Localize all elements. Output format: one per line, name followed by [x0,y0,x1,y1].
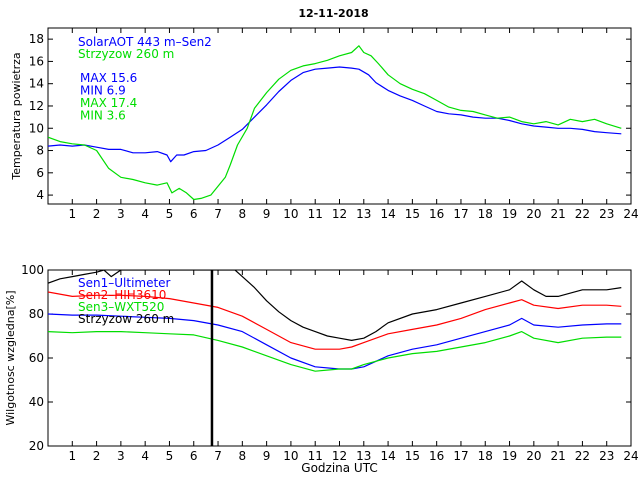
x-tick-label: 10 [283,207,298,221]
x-tick-label: 9 [263,207,271,221]
x-tick-label: 14 [380,207,395,221]
x-tick-label: 22 [575,449,590,463]
x-tick-label: 23 [599,449,614,463]
x-tick-label: 2 [93,449,101,463]
x-tick-label: 15 [405,207,420,221]
y-tick-label: 10 [29,121,44,135]
series-line-sen2-hih3610 [48,291,622,350]
legend-entry: Sen2–HIH3610 [78,288,166,302]
y-tick-label: 8 [36,144,44,158]
x-tick-label: 1 [68,207,76,221]
x-tick-label: 16 [429,207,444,221]
x-tick-label: 8 [239,207,247,221]
y-tick-label: 18 [29,32,44,46]
series-line-solaraot-443-m-sen2 [48,66,622,163]
y-tick-label: 12 [29,99,44,113]
stat-annotation: MIN 6.9 [80,84,126,98]
legend-entry: Sen3–WXT520 [78,300,164,314]
y-tick-label: 14 [29,77,44,91]
x-tick-label: 2 [93,207,101,221]
x-tick-label: 19 [502,449,517,463]
x-tick-label: 23 [599,207,614,221]
series-line-strzyzow-260-m [48,45,622,201]
x-tick-label: 13 [356,207,371,221]
x-tick-label: 4 [141,449,149,463]
stat-annotation: MIN 3.6 [80,109,126,123]
legend-entry: Strzyzow 260 m [78,312,174,326]
y-tick-label: 80 [29,307,44,321]
y-tick-label: 60 [29,351,44,365]
x-tick-label: 24 [623,449,638,463]
x-tick-label: 11 [308,207,323,221]
x-tick-label: 6 [190,207,198,221]
y-tick-label: 6 [36,166,44,180]
series-line-strzyzow-260-m [48,270,622,341]
y-axis-label: Wilgotnosc wzgledna[%] [4,290,17,425]
stat-annotation: MAX 15.6 [80,71,137,85]
y-tick-label: 40 [29,395,44,409]
x-tick-label: 17 [453,449,468,463]
x-tick-label: 3 [117,207,125,221]
x-tick-label: 5 [166,207,174,221]
series-line-sen3-wxt520 [48,331,622,372]
x-tick-label: 22 [575,207,590,221]
series-group [48,270,622,446]
y-axis-label: Temperatura powietrza [10,52,23,180]
legend-entry: Strzyzow 260 m [78,47,174,61]
x-tick-label: 21 [550,207,565,221]
x-tick-label: 15 [405,449,420,463]
x-tick-label: 10 [283,449,298,463]
x-tick-label: 7 [214,207,222,221]
temperature-panel: 1 2 3 4 5 6 7 8 9 10 11 12 13 14 15 16 17 18 19 20 21 22 23 244… [10,7,639,221]
x-tick-label: 11 [308,449,323,463]
x-tick-label: 16 [429,449,444,463]
x-tick-label: 14 [380,449,395,463]
x-tick-label: 4 [141,207,149,221]
x-tick-label: 6 [190,449,198,463]
y-tick-label: 100 [21,263,44,277]
x-tick-label: 21 [550,449,565,463]
x-axis-label: Godzina UTC [301,461,377,475]
x-tick-label: 18 [478,207,493,221]
x-tick-label: 7 [214,449,222,463]
y-tick-label: 16 [29,54,44,68]
x-tick-label: 20 [526,207,541,221]
x-tick-label: 12 [332,449,347,463]
x-tick-label: 17 [453,207,468,221]
x-tick-label: 18 [478,449,493,463]
humidity-panel: 1 2 3 4 5 6 7 8 9 10 11 12 13 14 15 16 17 18 19 20 21 22 23 242… [4,263,639,475]
x-tick-label: 1 [68,449,76,463]
series-group [48,45,622,201]
x-tick-label: 8 [239,449,247,463]
legend-entry: Sen1–Ultimeter [78,276,171,290]
x-tick-label: 24 [623,207,638,221]
x-tick-label: 5 [166,449,174,463]
x-tick-label: 13 [356,449,371,463]
y-tick-label: 20 [29,439,44,453]
chart-title: 12-11-2018 [298,7,368,20]
stat-annotation: MAX 17.4 [80,96,137,110]
legend-entry: SolarAOT 443 m–Sen2 [78,35,212,49]
x-tick-label: 19 [502,207,517,221]
x-tick-label: 12 [332,207,347,221]
x-tick-label: 3 [117,449,125,463]
y-tick-label: 4 [36,188,44,202]
x-tick-label: 20 [526,449,541,463]
x-tick-label: 9 [263,449,271,463]
